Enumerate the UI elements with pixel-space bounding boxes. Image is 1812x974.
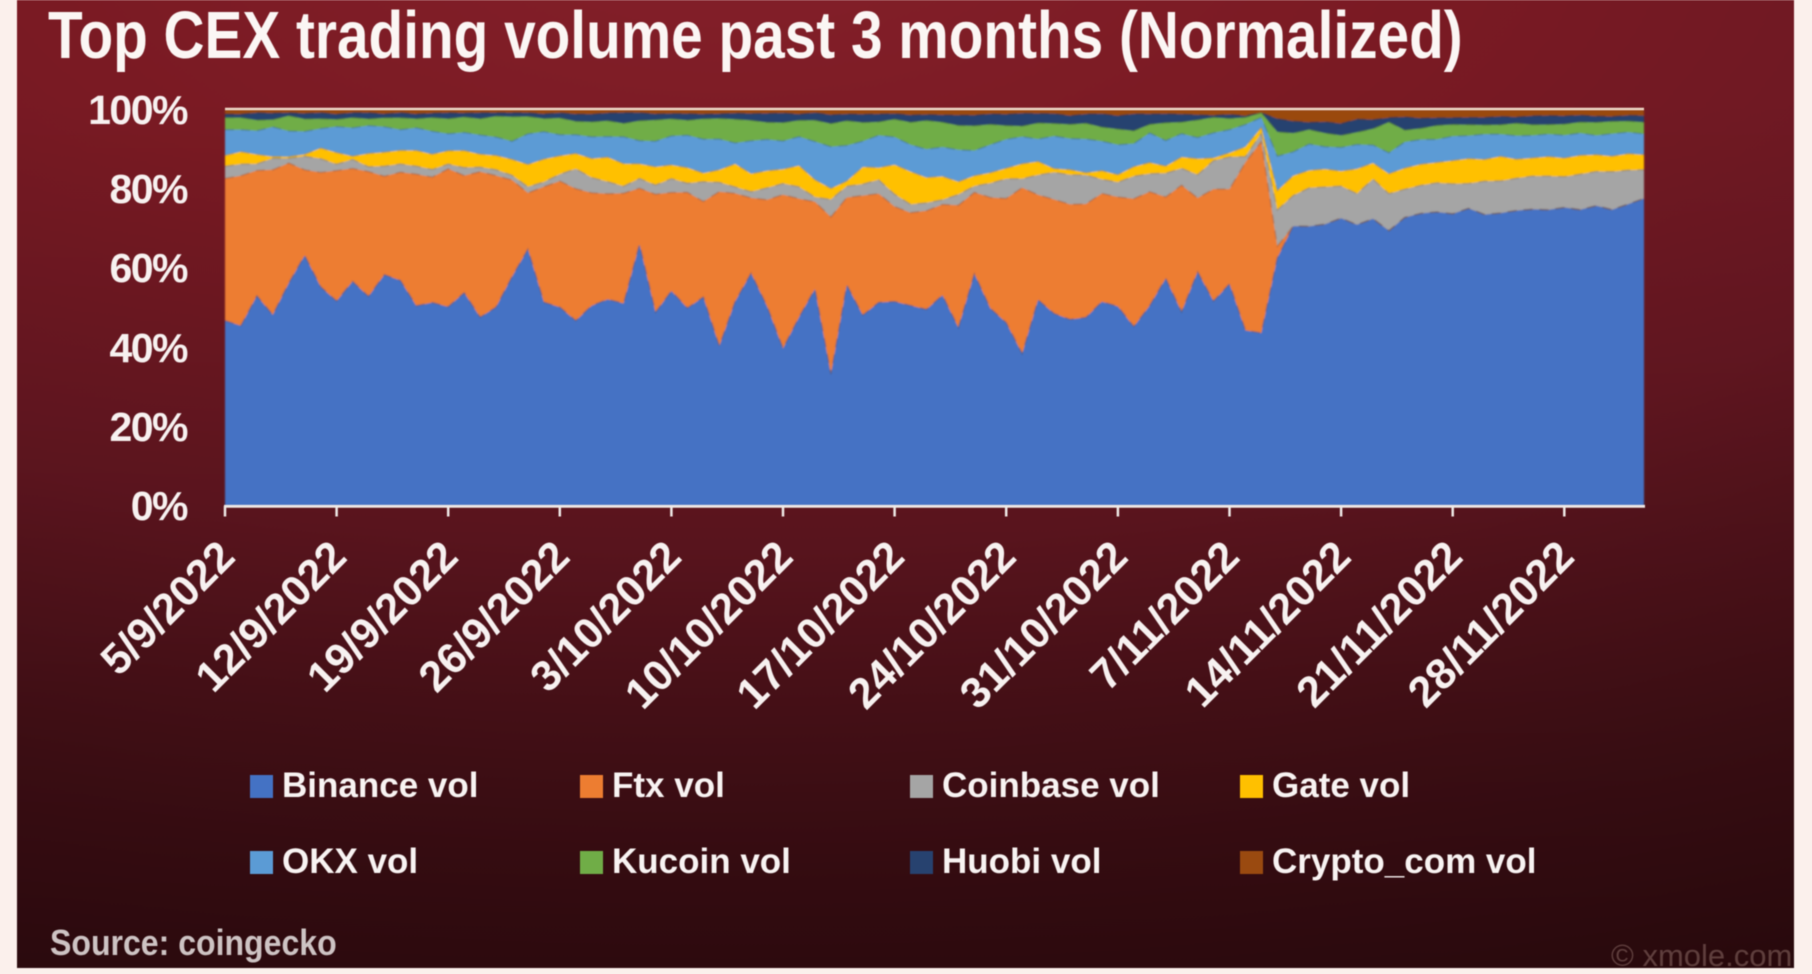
svg-text:100%: 100% — [88, 87, 188, 133]
svg-text:0%: 0% — [131, 483, 188, 529]
svg-text:40%: 40% — [109, 325, 188, 371]
svg-text:20%: 20% — [109, 404, 188, 450]
svg-text:80%: 80% — [109, 166, 188, 212]
svg-text:60%: 60% — [109, 245, 188, 291]
